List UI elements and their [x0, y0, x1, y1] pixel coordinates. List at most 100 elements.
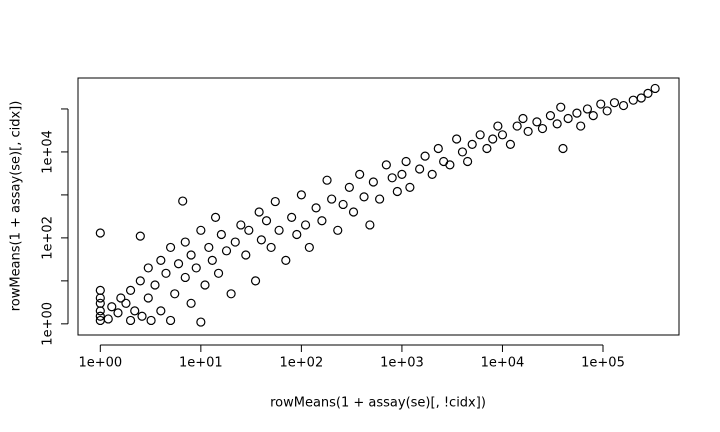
point — [135, 231, 145, 241]
point — [493, 121, 503, 131]
point — [292, 229, 302, 240]
point — [236, 220, 246, 230]
point — [165, 242, 176, 253]
point — [311, 203, 321, 213]
point — [433, 143, 443, 154]
x-axis-label: rowMeans(1 + assay(se)[, !cidx]) — [270, 396, 486, 411]
point — [150, 280, 160, 290]
point — [250, 276, 261, 286]
point — [137, 311, 147, 321]
point — [186, 298, 196, 308]
point — [300, 220, 311, 230]
x-tick-label: 1e+01 — [179, 356, 223, 371]
point — [344, 182, 354, 192]
point — [609, 98, 620, 108]
point — [457, 147, 468, 157]
point — [582, 104, 593, 114]
point — [401, 156, 411, 167]
point — [113, 308, 123, 318]
point — [322, 175, 332, 185]
point — [415, 164, 425, 174]
point — [107, 302, 117, 312]
point — [545, 111, 556, 121]
point — [475, 130, 485, 140]
x-tick-label: 1e+03 — [380, 356, 424, 371]
point — [204, 242, 214, 253]
point — [563, 113, 573, 124]
point — [518, 113, 528, 124]
point — [95, 306, 105, 316]
y-tick-label: 1e+02 — [41, 216, 56, 260]
point — [588, 111, 598, 121]
point — [618, 100, 629, 111]
point — [338, 199, 348, 210]
point — [355, 169, 365, 180]
point — [261, 216, 272, 226]
point — [207, 255, 217, 265]
point — [281, 255, 291, 265]
point — [256, 235, 266, 245]
point — [121, 298, 131, 308]
point — [254, 207, 264, 217]
point — [445, 160, 455, 170]
point — [359, 192, 369, 202]
point — [462, 156, 473, 167]
point — [165, 315, 176, 326]
point — [572, 108, 582, 118]
point — [643, 88, 653, 99]
x-tick-label: 1e+05 — [581, 356, 625, 371]
point — [365, 220, 375, 230]
point — [244, 225, 254, 235]
point — [180, 272, 190, 283]
point — [596, 99, 606, 109]
point — [95, 285, 105, 295]
point — [304, 242, 314, 253]
point — [180, 237, 190, 247]
point — [375, 194, 385, 204]
point — [186, 250, 196, 260]
point — [103, 314, 113, 324]
point — [387, 173, 397, 183]
point — [420, 151, 430, 161]
point — [196, 317, 206, 327]
point — [266, 242, 276, 253]
y-tick-label: 1e+04 — [41, 130, 56, 174]
point — [173, 259, 184, 269]
point — [482, 143, 492, 154]
point — [368, 177, 378, 187]
point — [397, 169, 407, 180]
point — [497, 130, 508, 140]
point — [327, 194, 337, 204]
point — [95, 228, 105, 238]
point — [636, 93, 646, 103]
point — [333, 225, 343, 235]
point — [200, 280, 210, 290]
point — [467, 139, 477, 149]
x-tick-label: 1e+04 — [481, 356, 525, 371]
point — [523, 126, 533, 137]
point — [532, 117, 542, 127]
point — [274, 225, 284, 235]
point — [381, 160, 391, 170]
y-tick-label: 1e+00 — [41, 302, 56, 346]
point — [143, 263, 153, 273]
point — [650, 83, 660, 94]
point — [213, 268, 224, 278]
point — [230, 237, 240, 247]
point — [116, 293, 126, 303]
y-axis-label: rowMeans(1 + assay(se)[, cidx]) — [9, 101, 24, 312]
point — [191, 263, 201, 273]
point — [135, 276, 145, 286]
point — [161, 268, 171, 278]
point — [488, 134, 498, 144]
point — [317, 216, 327, 226]
point — [537, 123, 548, 134]
point — [178, 196, 188, 206]
point — [392, 186, 402, 197]
point — [143, 293, 153, 303]
point — [270, 196, 280, 207]
point — [95, 298, 105, 308]
point — [512, 121, 522, 131]
point — [241, 250, 251, 260]
